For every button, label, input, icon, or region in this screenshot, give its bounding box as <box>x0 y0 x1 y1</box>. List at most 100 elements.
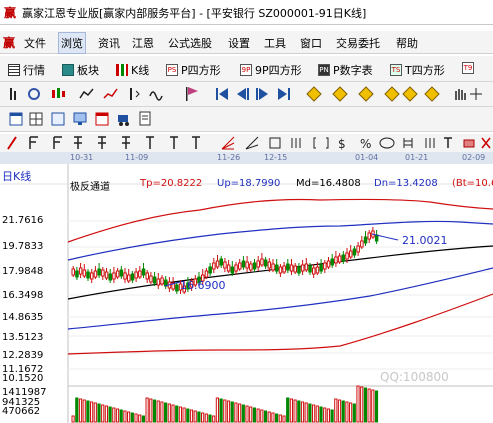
price-tick: 16.3498 <box>2 290 44 301</box>
candle-body <box>341 254 346 262</box>
volume-bar <box>112 407 116 423</box>
candle-body <box>300 264 305 272</box>
menu-formula-select[interactable]: 公式选股 <box>168 37 212 50</box>
tool-f4-icon[interactable] <box>98 136 106 149</box>
wave-icon[interactable] <box>149 91 163 101</box>
ladder-icon[interactable] <box>403 138 413 148</box>
channel-lower-line <box>67 267 493 330</box>
menu-gann[interactable]: 江恩 <box>132 37 154 50</box>
cycle-icon[interactable] <box>425 138 435 148</box>
menu-tools[interactable]: 工具 <box>264 37 286 50</box>
truck-icon[interactable] <box>118 115 129 126</box>
grid-table-icon[interactable] <box>29 112 43 126</box>
window-list-icon[interactable] <box>95 112 109 126</box>
candle-body <box>204 270 209 278</box>
menu-info[interactable]: 资讯 <box>98 37 120 50</box>
trend-chart-icon[interactable] <box>103 88 118 99</box>
diamond-zoom-out-icon[interactable] <box>424 86 440 102</box>
tool-f2-icon[interactable] <box>53 136 62 149</box>
tool-f5-icon[interactable] <box>122 136 130 149</box>
document-icon[interactable] <box>139 111 151 126</box>
menu-browse[interactable]: 浏览 <box>58 32 86 54</box>
monitor-icon[interactable] <box>73 112 87 125</box>
toolbar-kline-button[interactable]: K线 <box>116 62 149 78</box>
gann-fan-icon[interactable] <box>245 136 259 150</box>
toolbar-ts-button[interactable]: TS T四方形 <box>390 62 445 78</box>
volume-bar <box>178 406 183 423</box>
last-icon[interactable] <box>278 88 290 100</box>
watermark-text: QQ:100800 <box>380 370 449 384</box>
layout-icon[interactable] <box>51 112 65 126</box>
candle-body <box>171 282 175 290</box>
hand-icon[interactable] <box>455 89 466 100</box>
candle-body <box>245 261 249 269</box>
toolbar-pn-button[interactable]: PN P数字表 <box>318 62 373 78</box>
toolbar-ps-button[interactable]: PS P四方形 <box>166 62 221 78</box>
diamond-right-icon[interactable] <box>384 86 400 102</box>
candle-body <box>197 276 201 284</box>
toolbar-ps-label: P四方形 <box>181 64 221 77</box>
brackets-icon[interactable] <box>313 137 329 149</box>
kline-chart-area[interactable]: 21.0021 16.6900 QQ:100800 <box>0 164 493 423</box>
menu-help[interactable]: 帮助 <box>396 37 418 50</box>
date-label: 01-04 <box>355 153 379 162</box>
percent-icon[interactable]: % <box>360 137 371 151</box>
tool-f7-icon[interactable] <box>170 136 178 149</box>
first-icon[interactable] <box>216 88 228 100</box>
candle-body <box>337 255 342 263</box>
toolbar-9p-button[interactable]: 9P 9P四方形 <box>240 62 302 78</box>
toolbar-t9-button[interactable]: T9 <box>462 62 477 74</box>
candle-body <box>330 258 334 266</box>
candlestick-icon[interactable] <box>52 88 65 98</box>
candle-body <box>75 270 79 278</box>
next-icon[interactable] <box>256 88 268 100</box>
delete-icon[interactable] <box>481 137 491 149</box>
indicator-md: Md=16.4808 <box>296 178 361 189</box>
pn-icon: PN <box>318 64 330 76</box>
eraser-icon[interactable] <box>463 139 475 148</box>
candle-body <box>234 264 238 272</box>
previous-icon[interactable] <box>237 88 249 100</box>
bar-chart-icon[interactable] <box>10 88 16 100</box>
kline-chart-svg: 21.0021 16.6900 <box>0 164 493 423</box>
diamond-left-icon[interactable] <box>358 86 374 102</box>
candle-body <box>334 256 338 264</box>
toolbar-quotes-button[interactable]: 行情 <box>8 62 45 78</box>
candle-body <box>215 260 220 268</box>
tool-f6-icon[interactable] <box>146 136 154 149</box>
diamond-down-icon[interactable] <box>332 86 348 102</box>
pencil-icon[interactable] <box>7 136 17 150</box>
toolbar-sectors-button[interactable]: 板块 <box>62 62 99 78</box>
menu-trade[interactable]: 交易委托 <box>336 37 380 50</box>
volume-bar <box>141 415 146 423</box>
menu-file[interactable]: 文件 <box>24 37 46 50</box>
square-icon[interactable] <box>269 137 281 149</box>
bracket-icon[interactable] <box>130 88 140 100</box>
tool-f8-icon[interactable] <box>192 136 200 149</box>
candle-body <box>304 263 309 271</box>
ellipse-icon[interactable] <box>379 137 395 149</box>
diamond-zoom-in-icon[interactable] <box>402 86 418 102</box>
period-label[interactable]: 日K线 <box>2 170 32 183</box>
menu-settings[interactable]: 设置 <box>228 37 250 50</box>
dollar-icon[interactable]: $ <box>338 137 346 151</box>
calendar-icon[interactable] <box>9 112 23 126</box>
candle-body <box>260 258 264 266</box>
settings-icon[interactable] <box>28 88 40 100</box>
fan-icon[interactable] <box>221 136 235 150</box>
candle-body <box>134 271 138 279</box>
candle-body <box>356 245 360 253</box>
crosshair-icon[interactable] <box>470 88 482 100</box>
grid-lines-icon[interactable] <box>291 138 301 148</box>
volume-bar <box>167 403 171 423</box>
flag-icon[interactable] <box>186 87 198 101</box>
object-tools-icons <box>9 111 151 126</box>
tool-f1-icon[interactable] <box>29 136 38 149</box>
grid-icon <box>8 64 20 76</box>
text-tool-icon[interactable] <box>444 137 452 148</box>
candle-body <box>115 270 120 278</box>
tool-f3-icon[interactable] <box>74 136 82 149</box>
menu-window[interactable]: 窗口 <box>300 37 322 50</box>
diamond-up-icon[interactable] <box>306 86 322 102</box>
line-chart-icon[interactable] <box>79 88 94 99</box>
